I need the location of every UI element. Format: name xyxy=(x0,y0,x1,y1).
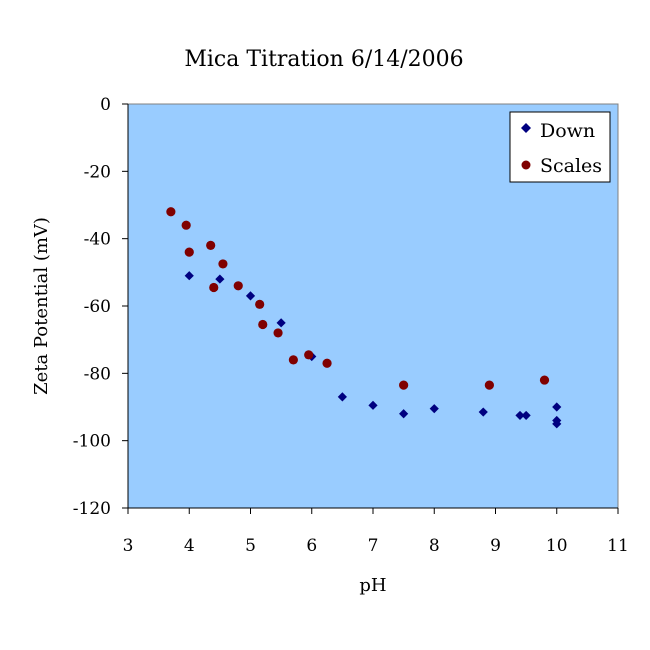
data-point-scales xyxy=(304,350,314,360)
legend-marker-scales xyxy=(521,160,531,170)
data-point-scales xyxy=(288,355,298,365)
x-tick-label: 7 xyxy=(368,536,379,556)
x-tick-label: 10 xyxy=(546,536,568,556)
data-point-down xyxy=(552,419,562,429)
data-point-down xyxy=(215,274,225,284)
data-point-down xyxy=(337,392,347,402)
y-tick-label: -80 xyxy=(84,364,111,384)
data-point-scales xyxy=(255,299,265,309)
y-tick-label: -120 xyxy=(73,499,111,519)
legend-box xyxy=(509,111,611,183)
data-point-down xyxy=(399,409,409,419)
y-tick-label: -40 xyxy=(84,230,111,250)
data-point-scales xyxy=(539,375,550,385)
data-point-scales xyxy=(273,328,283,338)
tick-labels: 3 4 5 6 7 8 9 10 11 0 -20 -40 -60 -80 -100 -120 xyxy=(73,95,629,556)
x-tick-label: 9 xyxy=(490,536,501,556)
x-tick-label: 4 xyxy=(184,536,195,556)
legend-label-scales: Scales xyxy=(540,155,602,177)
x-tick-label: 8 xyxy=(429,536,440,556)
y-axis-label: Zeta Potential (mV) xyxy=(31,217,52,395)
data-point-scales xyxy=(233,281,243,291)
data-point-down xyxy=(429,404,439,414)
y-tick-label: -100 xyxy=(73,432,111,452)
data-point-scales xyxy=(209,282,219,293)
x-tick-label: 5 xyxy=(245,536,256,556)
data-point-scales xyxy=(206,240,216,250)
x-tick-label: 6 xyxy=(306,536,317,556)
series-scales xyxy=(166,207,550,390)
data-point-scales xyxy=(166,207,176,217)
chart-title: Mica Titration 6/14/2006 xyxy=(184,47,463,72)
y-tick-label: 0 xyxy=(100,95,111,115)
axes xyxy=(122,103,619,514)
data-point-down xyxy=(478,407,488,417)
x-tick-label: 11 xyxy=(607,536,629,556)
data-point-scales xyxy=(218,259,228,269)
data-point-down xyxy=(276,318,286,328)
data-point-down xyxy=(368,400,378,410)
data-point-scales xyxy=(258,319,268,330)
x-tick-label: 3 xyxy=(123,536,134,556)
data-point-down xyxy=(515,410,525,421)
data-point-scales xyxy=(181,220,191,230)
data-point-scales xyxy=(322,358,332,368)
legend-marker-down xyxy=(521,123,531,133)
data-point-scales xyxy=(399,380,409,390)
series-down xyxy=(184,271,562,429)
x-axis-label: pH xyxy=(359,575,386,596)
data-point-down xyxy=(184,271,194,281)
data-point-down xyxy=(521,410,531,421)
data-point-scales xyxy=(184,247,194,257)
data-point-down xyxy=(245,291,256,301)
data-point-down xyxy=(552,402,562,412)
y-tick-label: -60 xyxy=(84,297,111,317)
legend-label-down: Down xyxy=(540,120,595,142)
data-point-scales xyxy=(484,380,494,390)
legend: Down Scales xyxy=(509,111,611,183)
y-tick-label: -20 xyxy=(84,162,111,182)
data-points xyxy=(166,207,562,429)
